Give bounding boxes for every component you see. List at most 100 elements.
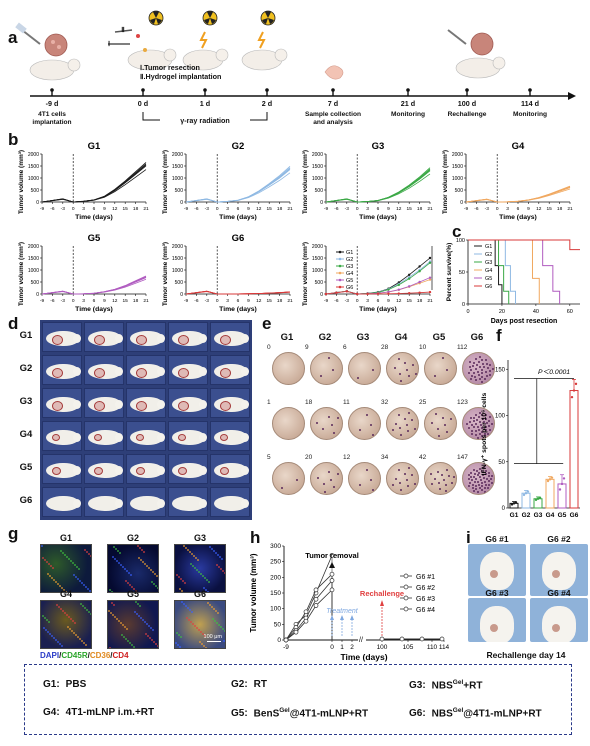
dish-count: 11: [343, 399, 350, 406]
x-tick-label: 18: [277, 206, 283, 212]
legend-entry: G6 #2: [416, 585, 435, 592]
x-tick-label: 9: [103, 298, 106, 304]
mouse-head: [157, 400, 165, 409]
dish-count: 5: [267, 454, 271, 461]
elispot-dish: [272, 407, 305, 440]
ifn-spot: [488, 425, 491, 428]
mouse-head: [199, 367, 207, 376]
cell-dot: [153, 583, 155, 585]
ifn-spot: [471, 487, 474, 490]
mean-point: [418, 280, 421, 284]
data-point: [558, 488, 562, 491]
cell-dot: [152, 629, 154, 631]
x-axis-label: Time (days): [499, 214, 537, 221]
y-tick-label: 500: [315, 280, 324, 286]
ifn-spot: [470, 374, 473, 377]
cell-dot: [203, 645, 205, 647]
y-axis-label: IFN-γ⁺ spots per 10⁶ cells: [481, 392, 488, 475]
cell-dot: [215, 552, 217, 554]
x-tick-label: 12: [396, 298, 402, 304]
tumor-mark: [178, 467, 187, 475]
cell-dot: [134, 611, 136, 613]
legend-entry: G5: [485, 276, 492, 282]
ifn-spot: [479, 467, 481, 470]
cell-dot: [131, 644, 133, 646]
cell-dot: [218, 566, 220, 568]
ifn-spot: [473, 472, 476, 475]
ifn-spot: [480, 489, 483, 492]
ifn-spot: [447, 474, 450, 477]
mouse-head: [115, 334, 123, 343]
tumor-mark: [52, 467, 61, 475]
ifn-spot: [487, 433, 490, 436]
panel-letter-d: d: [8, 314, 19, 333]
ifn-spot: [397, 358, 400, 361]
ifn-spot: [480, 424, 483, 426]
cell-dot: [67, 626, 69, 628]
data-point: [534, 498, 538, 502]
elispot-dish: [272, 352, 305, 385]
mean-point: [345, 290, 348, 293]
mouse-head: [199, 466, 207, 475]
ifn-spot: [474, 433, 477, 436]
roman-step-2: Ⅱ.Hydrogel implantation: [140, 72, 222, 81]
ifn-spot: [484, 470, 487, 473]
cell-dot: [146, 565, 148, 567]
ifn-spot: [467, 372, 470, 375]
cell-dot: [206, 579, 208, 581]
cell-dot: [178, 634, 180, 636]
timeline-dot: [406, 88, 410, 92]
tumor-mark: [94, 335, 105, 345]
x-tick-label: 15: [267, 298, 273, 304]
cell-dot: [57, 583, 59, 585]
growth-curve: [41, 276, 147, 295]
cell-dot: [114, 616, 116, 618]
x-tick-label: -3: [61, 298, 66, 304]
data-point: [562, 477, 566, 480]
panel-letter-e: e: [262, 314, 272, 333]
ifn-spot: [487, 480, 490, 483]
y-tick-label: 1000: [172, 176, 183, 182]
ifn-spot: [400, 433, 403, 436]
dish-count: 0: [267, 344, 271, 351]
mouse-head: [241, 400, 249, 409]
ifn-spot: [369, 424, 372, 426]
ifn-spot: [430, 472, 433, 475]
cell-dot: [179, 588, 181, 590]
cell-dot: [74, 622, 76, 624]
ifn-spot: [475, 358, 478, 361]
ifn-spot: [484, 378, 487, 381]
cell-dot: [211, 548, 213, 550]
cell-dot: [131, 586, 133, 588]
growth-curve: [185, 168, 291, 203]
growth-curve: [325, 170, 431, 203]
growth-curve: [41, 164, 147, 203]
mouse-photo: [84, 421, 124, 451]
growth-curve: [185, 169, 291, 203]
legend-entry: G4: [346, 271, 353, 277]
ifn-spot: [475, 469, 478, 472]
if-title: G3: [193, 533, 206, 543]
growth-curve: [325, 169, 431, 203]
panel-letter-a: a: [8, 28, 18, 47]
if-image: [107, 544, 159, 593]
elispot-dish: [424, 462, 457, 495]
photo-row-label: G5: [19, 462, 33, 473]
cell-dot: [79, 638, 81, 640]
legend-entry: G3: [346, 264, 353, 270]
ifn-spot: [485, 417, 488, 420]
ifn-spot: [490, 422, 493, 425]
cell-dot: [55, 639, 57, 641]
cell-dot: [194, 567, 196, 569]
ifn-spot: [481, 473, 484, 476]
ifn-spot: [405, 424, 408, 426]
cell-dot: [217, 612, 219, 614]
legend-entry: G2: [346, 257, 353, 263]
ifn-spot: [437, 481, 440, 484]
panel-letter-i: i: [466, 528, 471, 547]
cell-dot: [205, 647, 207, 648]
ifn-spot: [372, 433, 375, 436]
cell-dot: [122, 624, 124, 626]
cell-dot: [71, 630, 73, 632]
ifn-spot: [403, 472, 406, 475]
